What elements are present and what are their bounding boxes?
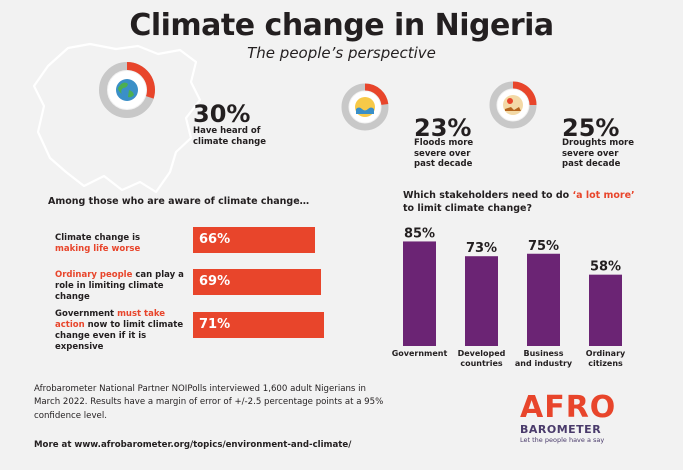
- more-info-link[interactable]: More at www.afrobarometer.org/topics/env…: [34, 440, 352, 450]
- heard-label: Have heard of climate change: [193, 126, 266, 147]
- heard-percent: 30%: [193, 100, 251, 128]
- aware-bar-1-label: 66%: [199, 232, 231, 247]
- logo-barometer-text: BAROMETER: [520, 423, 602, 436]
- stakeholder-bar: [589, 274, 622, 346]
- aware-statement-1: Climate change is making life worse: [55, 233, 141, 255]
- stakeholder-category-label: citizens: [588, 359, 623, 368]
- droughts-donut-chart: [489, 81, 537, 129]
- afrobarometer-logo: AFRO BAROMETER Let the people have a say: [520, 390, 630, 444]
- aware-bar-2: 69%: [193, 269, 321, 295]
- droughts-percent: 25%: [562, 114, 620, 142]
- stakeholder-category-label: Government: [392, 349, 448, 358]
- methodology-note: Afrobarometer National Partner NOIPolls …: [34, 384, 384, 421]
- droughts-label: Droughts more severe over past decade: [562, 138, 635, 170]
- logo-tagline: Let the people have a say: [520, 436, 605, 444]
- aware-bar-3: 71%: [193, 312, 325, 338]
- stakeholder-bar: [465, 256, 498, 346]
- stakeholder-category-label: Business: [524, 349, 564, 358]
- nigeria-map-outline: [32, 42, 202, 194]
- floods-label: Floods more severe over past decade: [414, 138, 474, 170]
- aware-bar-1: 66%: [193, 227, 316, 253]
- aware-heading: Among those who are aware of climate cha…: [48, 196, 310, 207]
- heard-donut-chart: [99, 62, 155, 118]
- floods-percent: 23%: [414, 114, 472, 142]
- floods-donut-chart: [341, 83, 389, 131]
- stakeholder-category-label: and industry: [515, 359, 573, 368]
- flood-icon: [355, 97, 375, 117]
- page-title: Climate change in Nigeria: [129, 8, 554, 43]
- aware-bar-3-label: 71%: [199, 317, 231, 332]
- globe-icon: [116, 79, 138, 101]
- aware-bar-2-label: 69%: [199, 274, 231, 289]
- drought-icon: [503, 95, 523, 115]
- logo-afro-text: AFRO: [520, 390, 617, 425]
- stakeholder-bar-value: 85%: [404, 226, 435, 241]
- stakeholder-bar: [403, 241, 436, 346]
- stakeholder-category-label: Developed: [458, 349, 506, 358]
- aware-statement-2: Ordinary people can play a role in limit…: [55, 270, 184, 303]
- stakeholder-category-label: Ordinary: [586, 349, 626, 358]
- stakeholders-heading: Which stakeholders need to do ‘a lot mor…: [403, 190, 635, 214]
- stakeholder-bar-value: 58%: [590, 260, 621, 275]
- stakeholder-bar-value: 73%: [466, 241, 497, 256]
- stakeholder-category-label: countries: [460, 359, 503, 368]
- aware-statement-3: Government must take action now to limit…: [55, 309, 184, 353]
- stakeholder-bar-value: 75%: [528, 239, 559, 254]
- stakeholder-bar: [527, 253, 560, 346]
- page-subtitle: The people’s perspective: [247, 44, 436, 62]
